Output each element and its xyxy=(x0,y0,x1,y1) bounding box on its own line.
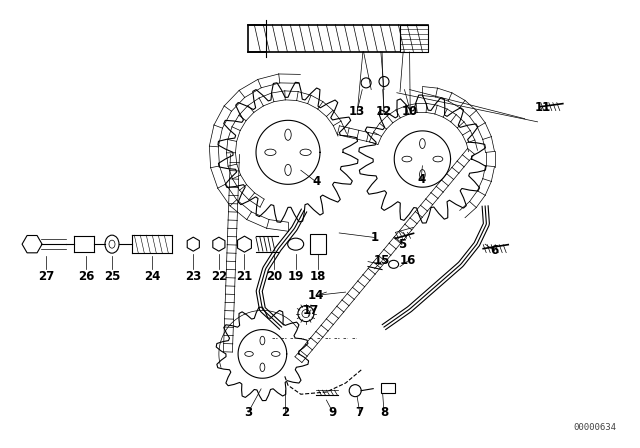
Text: 16: 16 xyxy=(400,254,417,267)
Bar xyxy=(399,25,428,52)
Text: 4: 4 xyxy=(417,172,425,186)
Text: 8: 8 xyxy=(380,405,388,419)
Text: 11: 11 xyxy=(534,101,551,114)
Text: 5: 5 xyxy=(398,238,406,251)
Text: 22: 22 xyxy=(211,270,227,284)
Text: 18: 18 xyxy=(310,270,326,284)
Text: 14: 14 xyxy=(308,289,324,302)
Text: 19: 19 xyxy=(288,270,305,284)
Text: 27: 27 xyxy=(38,270,54,284)
Text: 17: 17 xyxy=(302,303,319,317)
Text: 00000634: 00000634 xyxy=(573,423,617,432)
Text: 24: 24 xyxy=(144,270,161,284)
Text: 3: 3 xyxy=(244,405,252,419)
Text: 1: 1 xyxy=(371,231,378,244)
Text: 10: 10 xyxy=(402,104,419,118)
Text: 25: 25 xyxy=(104,270,120,284)
Text: 2: 2 xyxy=(281,405,289,419)
Text: 26: 26 xyxy=(78,270,95,284)
Text: 15: 15 xyxy=(374,254,390,267)
Text: 7: 7 xyxy=(356,405,364,419)
Bar xyxy=(310,234,326,254)
Bar xyxy=(381,383,396,392)
Text: 9: 9 xyxy=(329,405,337,419)
FancyBboxPatch shape xyxy=(248,25,428,52)
Text: 12: 12 xyxy=(376,104,392,118)
Text: 4: 4 xyxy=(312,175,320,189)
Text: 21: 21 xyxy=(236,270,253,284)
Text: 20: 20 xyxy=(266,270,282,284)
Text: 13: 13 xyxy=(349,104,365,118)
Text: 6: 6 xyxy=(491,244,499,258)
Text: 23: 23 xyxy=(185,270,202,284)
